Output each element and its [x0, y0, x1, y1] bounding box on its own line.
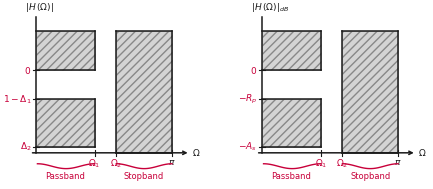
Text: Stopband: Stopband	[124, 172, 164, 181]
Text: $\Omega$: $\Omega$	[192, 147, 200, 158]
Bar	[343, 31, 398, 153]
Text: $-R_p$: $-R_p$	[238, 93, 257, 106]
Bar	[262, 31, 321, 70]
Text: $-A_s$: $-A_s$	[239, 140, 257, 153]
Bar	[262, 99, 321, 147]
Text: $|H\,(\Omega)|_{dB}$: $|H\,(\Omega)|_{dB}$	[251, 1, 289, 14]
Text: Passband: Passband	[45, 172, 85, 181]
Text: Passband: Passband	[271, 172, 311, 181]
Bar	[36, 99, 95, 147]
Text: $\Omega_1$: $\Omega_1$	[314, 158, 327, 170]
Text: $\Omega_2$: $\Omega_2$	[336, 158, 349, 170]
Text: $\Omega$: $\Omega$	[418, 147, 427, 158]
Text: $0$: $0$	[250, 65, 257, 76]
Text: $\Omega_1$: $\Omega_1$	[88, 158, 101, 170]
Bar	[116, 31, 172, 153]
Bar	[36, 31, 95, 70]
Text: Stopband: Stopband	[350, 172, 391, 181]
Text: $1-\Delta_1$: $1-\Delta_1$	[3, 93, 31, 106]
Text: $|H\,(\Omega)|$: $|H\,(\Omega)|$	[25, 1, 54, 14]
Text: $\pi$: $\pi$	[394, 158, 402, 167]
Text: $\Omega_2$: $\Omega_2$	[110, 158, 123, 170]
Text: $\pi$: $\pi$	[168, 158, 176, 167]
Text: $0$: $0$	[24, 65, 31, 76]
Text: $\Delta_2$: $\Delta_2$	[19, 140, 31, 153]
